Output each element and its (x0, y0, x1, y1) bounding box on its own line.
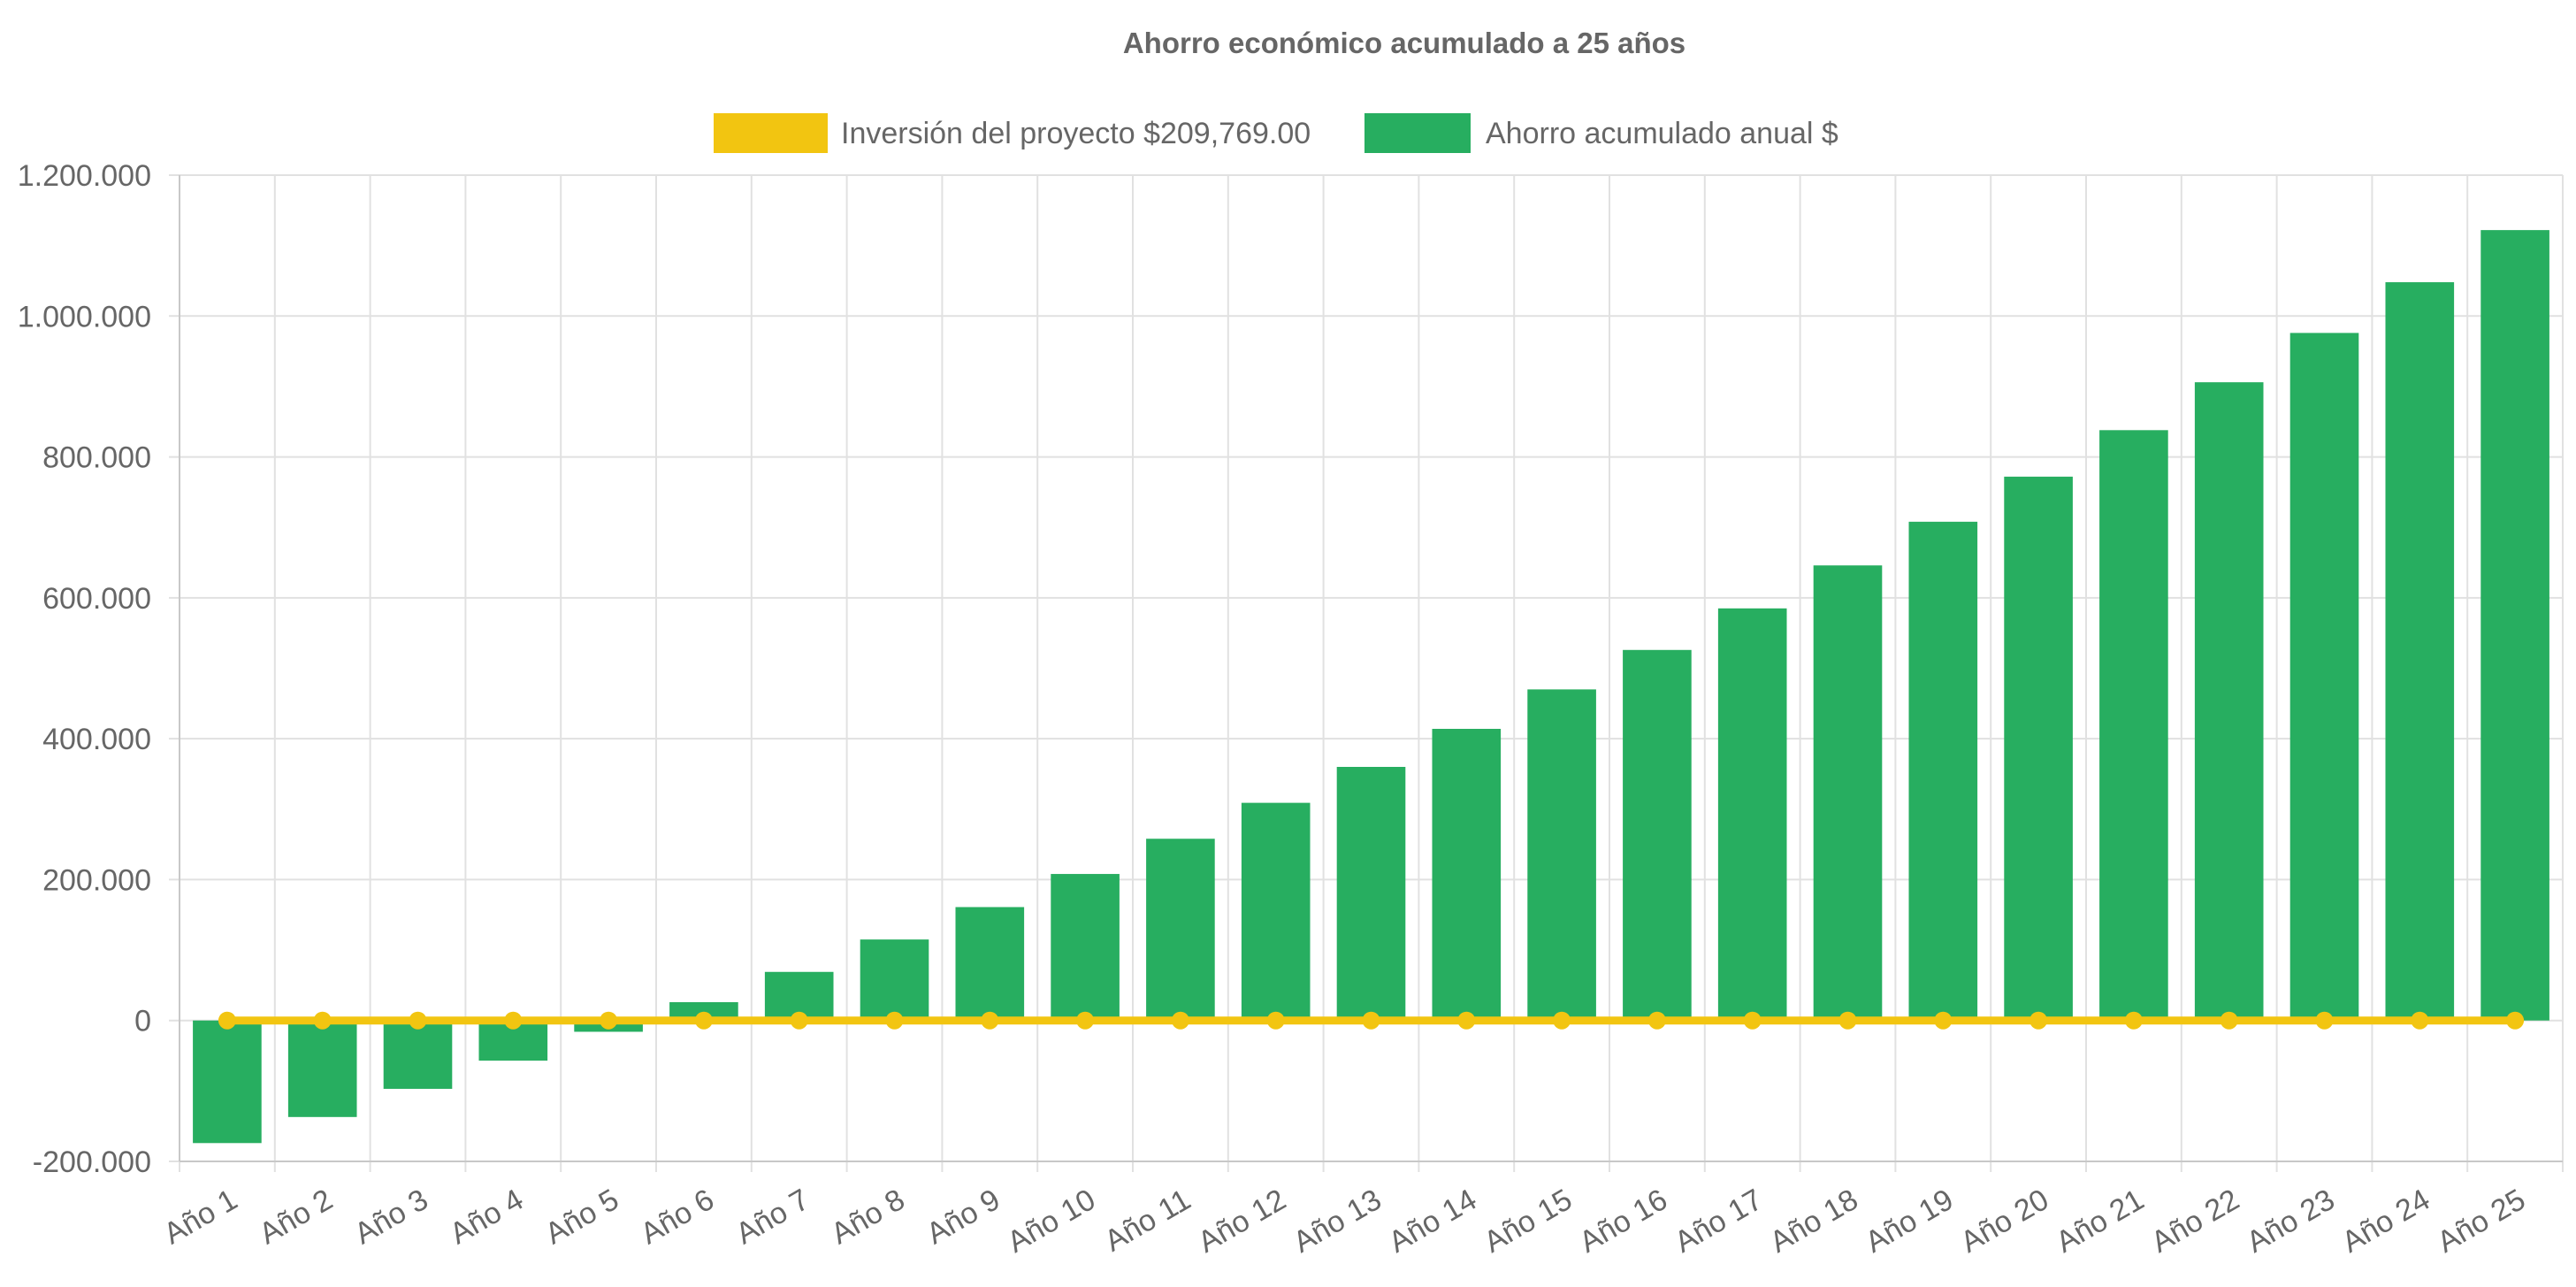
bar-Año 1[interactable] (193, 1020, 262, 1144)
line-point-Año 15[interactable] (1553, 1011, 1571, 1030)
bar-Año 21[interactable] (2099, 430, 2168, 1021)
x-tick-label: Año 11 (1099, 1183, 1196, 1259)
x-tick-label: Año 17 (1669, 1183, 1768, 1260)
bar-Año 11[interactable] (1146, 839, 1215, 1021)
x-tick-label: Año 9 (921, 1183, 1005, 1251)
line-point-Año 16[interactable] (1647, 1011, 1666, 1030)
x-tick-label: Año 13 (1288, 1183, 1387, 1260)
chart-title: Ahorro económico acumulado a 25 años (1123, 27, 1685, 59)
line-point-Año 19[interactable] (1934, 1011, 1953, 1030)
line-point-Año 2[interactable] (313, 1011, 332, 1030)
x-tick-label: Año 6 (635, 1183, 720, 1251)
x-tick-label: Año 15 (1479, 1183, 1578, 1260)
line-point-Año 23[interactable] (2315, 1011, 2334, 1030)
y-axis-ticks: -200.000 0 200.000 400.000 600.000 800.000 1.0… (18, 159, 151, 1179)
line-point-Año 10[interactable] (1076, 1011, 1095, 1030)
x-tick-label: Año 21 (2051, 1183, 2150, 1260)
x-tick-label: Año 23 (2241, 1183, 2340, 1260)
bar-Año 20[interactable] (2004, 476, 2073, 1021)
x-tick-label: Año 7 (730, 1183, 815, 1251)
legend-swatch-ahorro (1364, 113, 1471, 153)
line-point-Año 14[interactable] (1457, 1011, 1476, 1030)
x-tick-label: Año 1 (158, 1183, 243, 1251)
line-point-Año 18[interactable] (1838, 1011, 1857, 1030)
bar-Año 3[interactable] (383, 1020, 453, 1089)
line-point-Año 7[interactable] (790, 1011, 808, 1030)
legend-item-inversion[interactable]: Inversión del proyecto $209,769.00 (714, 113, 1311, 153)
line-point-Año 6[interactable] (694, 1011, 713, 1030)
x-tick-label: Año 8 (826, 1183, 911, 1251)
bar-Año 6[interactable] (669, 1002, 738, 1021)
bar-series (193, 230, 2549, 1144)
line-point-Año 9[interactable] (981, 1011, 999, 1030)
x-tick-label: Año 4 (444, 1183, 529, 1251)
line-point-Año 1[interactable] (218, 1011, 236, 1030)
line-point-Año 4[interactable] (504, 1011, 523, 1030)
y-tick-label: 800.000 (42, 441, 151, 475)
x-tick-label: Año 3 (349, 1183, 434, 1251)
line-point-Año 12[interactable] (1266, 1011, 1285, 1030)
bar-Año 9[interactable] (955, 907, 1025, 1021)
line-point-Año 20[interactable] (2029, 1011, 2048, 1030)
bar-Año 12[interactable] (1241, 802, 1311, 1021)
bar-Año 13[interactable] (1336, 767, 1406, 1021)
x-tick-label: Año 24 (2336, 1183, 2435, 1260)
x-tick-label: Año 10 (1002, 1183, 1101, 1260)
line-point-Año 5[interactable] (600, 1011, 618, 1030)
x-tick-label: Año 18 (1764, 1183, 1863, 1260)
bar-Año 10[interactable] (1051, 874, 1120, 1021)
x-tick-label: Año 14 (1383, 1183, 1482, 1260)
line-point-Año 11[interactable] (1171, 1011, 1189, 1030)
line-point-Año 25[interactable] (2506, 1011, 2525, 1030)
bar-Año 2[interactable] (287, 1020, 357, 1117)
x-tick-label: Año 20 (1955, 1183, 2054, 1260)
bar-Año 14[interactable] (1432, 728, 1502, 1021)
legend-item-ahorro[interactable]: Ahorro acumulado anual $ (1364, 113, 1838, 153)
bar-Año 18[interactable] (1813, 565, 1883, 1021)
bar-Año 15[interactable] (1527, 689, 1596, 1021)
line-point-Año 8[interactable] (885, 1011, 904, 1030)
bar-Año 17[interactable] (1717, 608, 1787, 1021)
legend[interactable]: Inversión del proyecto $209,769.00 Ahorr… (714, 113, 1838, 153)
y-tick-label: 1.200.000 (18, 159, 151, 193)
y-tick-label: -200.000 (33, 1145, 151, 1179)
bar-Año 23[interactable] (2289, 333, 2359, 1021)
line-point-Año 3[interactable] (409, 1011, 427, 1030)
y-tick-label: 400.000 (42, 723, 151, 756)
x-axis-ticks: Año 1 Año 2 Año 3 Año 4 Año 5 Año 6 Año 7 Año 8… (158, 1183, 2531, 1260)
x-tick-label: Año 16 (1574, 1183, 1673, 1260)
grid-lines (169, 174, 2564, 1172)
x-tick-label: Año 19 (1860, 1183, 1959, 1260)
bar-Año 25[interactable] (2480, 230, 2549, 1021)
line-series (218, 1011, 2525, 1030)
line-point-Año 21[interactable] (2124, 1011, 2143, 1030)
legend-label-ahorro: Ahorro acumulado anual $ (1486, 117, 1838, 150)
bar-Año 8[interactable] (860, 939, 929, 1021)
bar-Año 24[interactable] (2385, 282, 2455, 1021)
bar-Año 16[interactable] (1623, 649, 1692, 1021)
line-point-Año 17[interactable] (1743, 1011, 1762, 1030)
line-point-Año 13[interactable] (1362, 1011, 1380, 1030)
x-tick-label: Año 25 (2432, 1183, 2531, 1260)
legend-label-inversion: Inversión del proyecto $209,769.00 (841, 117, 1311, 150)
x-tick-label: Año 12 (1192, 1183, 1291, 1260)
y-tick-label: 200.000 (42, 863, 151, 897)
x-tick-label: Año 2 (254, 1183, 339, 1251)
line-point-Año 24[interactable] (2411, 1011, 2429, 1030)
x-tick-label: Año 22 (2145, 1183, 2244, 1260)
line-point-Año 22[interactable] (2220, 1011, 2238, 1030)
y-tick-label: 600.000 (42, 582, 151, 616)
bar-Año 22[interactable] (2194, 382, 2264, 1021)
y-tick-label: 1.000.000 (18, 300, 151, 333)
x-tick-label: Año 5 (539, 1183, 624, 1251)
bar-Año 19[interactable] (1908, 521, 1978, 1021)
y-tick-label: 0 (134, 1005, 151, 1038)
legend-swatch-inversion (714, 113, 828, 153)
